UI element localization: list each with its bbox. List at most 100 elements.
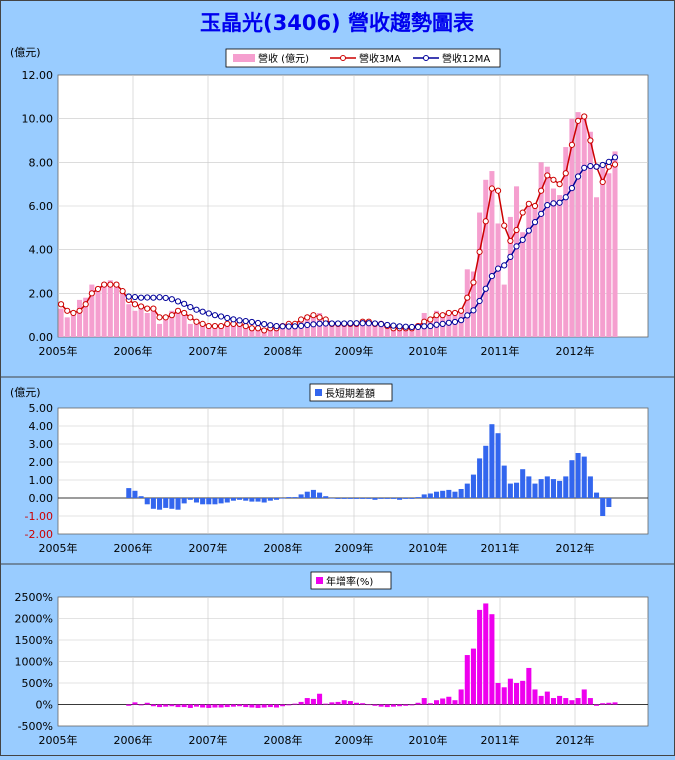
yoy-bar <box>483 603 489 705</box>
x-tick-label: 2010年 <box>409 541 448 555</box>
yoy-bar <box>138 704 144 706</box>
diff-bar <box>427 493 433 498</box>
diff-bar <box>415 497 421 498</box>
ma3-point <box>519 209 526 216</box>
revenue-bar <box>193 321 200 337</box>
revenue-bar <box>495 223 501 337</box>
ma3-point <box>193 318 200 325</box>
ma12-point <box>458 317 465 324</box>
yoy-bar <box>594 704 600 706</box>
ma12-point <box>365 320 372 327</box>
yoy-bar <box>600 703 606 705</box>
diff-bar <box>298 494 304 498</box>
ma12-point <box>273 322 280 330</box>
revenue-bar <box>89 284 95 337</box>
diff-bar <box>526 476 532 498</box>
ma12-point <box>156 294 163 301</box>
revenue-bar <box>557 195 563 337</box>
ma12-point <box>414 323 422 331</box>
y-tick-label: 2.00 <box>29 456 54 469</box>
revenue-bar <box>230 321 236 337</box>
ma3-point <box>482 218 489 225</box>
ma3-point <box>488 185 496 192</box>
ma12-point <box>451 318 459 326</box>
diff-bar <box>606 498 612 507</box>
revenue-bar <box>181 312 187 337</box>
revenue-bar <box>470 271 476 337</box>
ma12-point <box>131 293 139 301</box>
diff-bar <box>292 497 298 498</box>
ma3-point <box>156 314 163 321</box>
revenue-bar <box>280 326 286 337</box>
ma12-point <box>359 320 366 327</box>
yoy-bar <box>163 704 169 707</box>
diff-bar <box>390 498 396 499</box>
yoy-bar <box>353 702 360 705</box>
revenue-bar <box>532 208 538 337</box>
revenue-bar <box>600 166 606 337</box>
revenue-bar <box>144 312 150 337</box>
ma12-point <box>218 313 225 320</box>
ma3-point <box>531 202 539 210</box>
ma12-point <box>316 320 323 327</box>
ma12-point <box>242 317 249 325</box>
revenue-bar <box>132 310 138 337</box>
ma3-point <box>568 141 576 148</box>
legend-label-revenue: 營收 (億元) <box>258 52 309 65</box>
ma12-point <box>187 303 194 311</box>
ma12-point <box>544 202 551 209</box>
legend-marker-ma12 <box>423 55 429 61</box>
yoy-bar <box>575 698 581 705</box>
x-tick-label: 2006年 <box>114 541 153 555</box>
ma12-point <box>285 323 292 330</box>
yoy-bar <box>310 698 316 705</box>
ma12-point <box>611 154 619 161</box>
revenue-bar <box>544 166 550 337</box>
diff-bar <box>193 498 200 503</box>
ma12-point <box>193 306 200 313</box>
ma3-point <box>181 309 188 317</box>
diff-bar <box>594 492 600 498</box>
ma12-point <box>254 319 262 327</box>
ma12-point <box>310 321 317 328</box>
legend-label-diff: 長短期差額 <box>325 387 375 400</box>
ma3-point <box>587 137 594 144</box>
ma3-point <box>544 172 551 179</box>
ma12-point <box>488 272 496 280</box>
diff-panel: (億元) 長短期差額 -2.00 -1.00 0.00 1.00 2.00 3.00 4.0… <box>10 383 649 555</box>
diff-bar <box>507 483 513 498</box>
yoy-bar <box>224 704 230 708</box>
y-tick-label: 1000% <box>15 656 53 669</box>
revenue-bar <box>298 321 304 337</box>
yoy-bar <box>335 701 341 705</box>
ma12-point <box>427 322 434 330</box>
diff-bar <box>261 498 267 503</box>
ma12-point <box>519 236 526 243</box>
ma3-point <box>144 305 151 312</box>
revenue-bar <box>150 308 156 337</box>
x-tick-label: 2012年 <box>556 344 595 358</box>
revenue-bar <box>489 171 495 337</box>
y-tick-label: 10.00 <box>22 113 54 126</box>
ma3-point <box>57 301 65 308</box>
diff-bar <box>587 476 593 498</box>
diff-bar <box>483 445 489 498</box>
diff-bar <box>433 491 440 498</box>
yoy-bar <box>317 693 323 705</box>
diff-bar <box>557 480 563 498</box>
revenue-bar <box>477 212 483 337</box>
legend-label-yoy: 年增率(%) <box>326 575 373 588</box>
ma12-point <box>322 320 329 327</box>
ma3-point <box>599 178 606 186</box>
x-tick-label: 2008年 <box>264 733 303 747</box>
yoy-bar <box>581 689 587 705</box>
yoy-bar <box>169 704 175 707</box>
legend-box <box>310 571 392 590</box>
revenue-bar <box>415 323 421 337</box>
ma12-point <box>507 253 514 260</box>
diff-bar <box>329 498 335 499</box>
ma12-point <box>144 294 151 301</box>
diff-bar <box>372 498 378 500</box>
revenue-bar <box>563 147 569 337</box>
ma12-point <box>353 320 360 327</box>
